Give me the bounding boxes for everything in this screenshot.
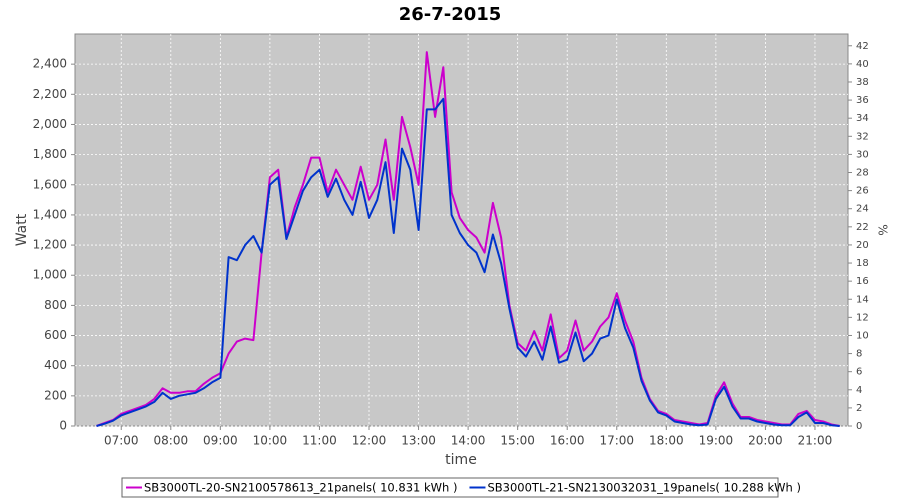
y-tick-label: 1,600 (33, 177, 67, 191)
y2-tick-label: 32 (856, 131, 869, 142)
y-tick-label: 1,000 (33, 268, 67, 282)
x-tick-label: 08:00 (154, 434, 189, 448)
y2-tick-label: 4 (856, 385, 862, 396)
y2-tick-label: 18 (856, 258, 869, 269)
x-tick-label: 12:00 (352, 434, 387, 448)
y2-tick-label: 6 (856, 367, 862, 378)
y2-tick-label: 20 (856, 240, 869, 251)
chart-title: 26-7-2015 (399, 4, 502, 25)
y-tick-label: 400 (44, 358, 67, 372)
y-tick-label: 600 (44, 328, 67, 342)
y-tick-label: 2,000 (33, 117, 67, 131)
x-tick-label: 14:00 (451, 434, 486, 448)
y2-tick-label: 30 (856, 149, 869, 160)
y-tick-label: 1,400 (33, 207, 67, 221)
y2-axis-label: % (876, 224, 890, 235)
y2-tick-label: 10 (856, 330, 869, 341)
y-tick-label: 200 (44, 388, 67, 402)
x-tick-label: 15:00 (500, 434, 535, 448)
legend-label: SB3000TL-20-SN2100578613_21panels( 10.83… (144, 481, 457, 495)
y2-tick-label: 2 (856, 403, 862, 414)
y2-tick-label: 24 (856, 204, 869, 215)
y2-tick-label: 14 (856, 294, 869, 305)
y2-tick-label: 8 (856, 349, 862, 360)
x-tick-label: 21:00 (798, 434, 833, 448)
y-tick-label: 800 (44, 298, 67, 312)
y2-tick-label: 28 (856, 168, 869, 179)
plot-area (74, 33, 849, 427)
x-tick-label: 16:00 (550, 434, 585, 448)
y2-tick-label: 26 (856, 186, 869, 197)
series-line (96, 97, 840, 427)
legend (121, 477, 779, 498)
y2-tick-label: 38 (856, 77, 869, 88)
x-tick-label: 17:00 (599, 434, 634, 448)
y2-tick-label: 16 (856, 276, 869, 287)
x-tick-label: 07:00 (104, 434, 139, 448)
y2-tick-label: 0 (856, 421, 862, 432)
x-tick-label: 20:00 (748, 434, 783, 448)
y2-tick-label: 40 (856, 59, 869, 70)
x-tick-label: 13:00 (401, 434, 436, 448)
y-tick-label: 2,400 (33, 57, 67, 71)
x-axis-label: time (445, 452, 477, 468)
y-tick-label: 0 (59, 419, 67, 433)
x-tick-label: 11:00 (302, 434, 337, 448)
x-tick-label: 19:00 (699, 434, 734, 448)
x-tick-label: 10:00 (253, 434, 288, 448)
y-axis-label: Watt (14, 213, 30, 246)
legend-label: SB3000TL-21-SN2130032031_19panels( 10.28… (487, 481, 800, 495)
y-tick-label: 2,200 (33, 87, 67, 101)
y-tick-label: 1,200 (33, 238, 67, 252)
x-tick-label: 18:00 (649, 434, 684, 448)
y-tick-label: 1,800 (33, 147, 67, 161)
y2-tick-label: 36 (856, 95, 869, 106)
y2-tick-label: 34 (856, 113, 869, 124)
y2-tick-label: 42 (856, 41, 869, 52)
x-tick-label: 09:00 (203, 434, 238, 448)
y2-tick-label: 12 (856, 312, 869, 323)
y2-tick-label: 22 (856, 222, 869, 233)
